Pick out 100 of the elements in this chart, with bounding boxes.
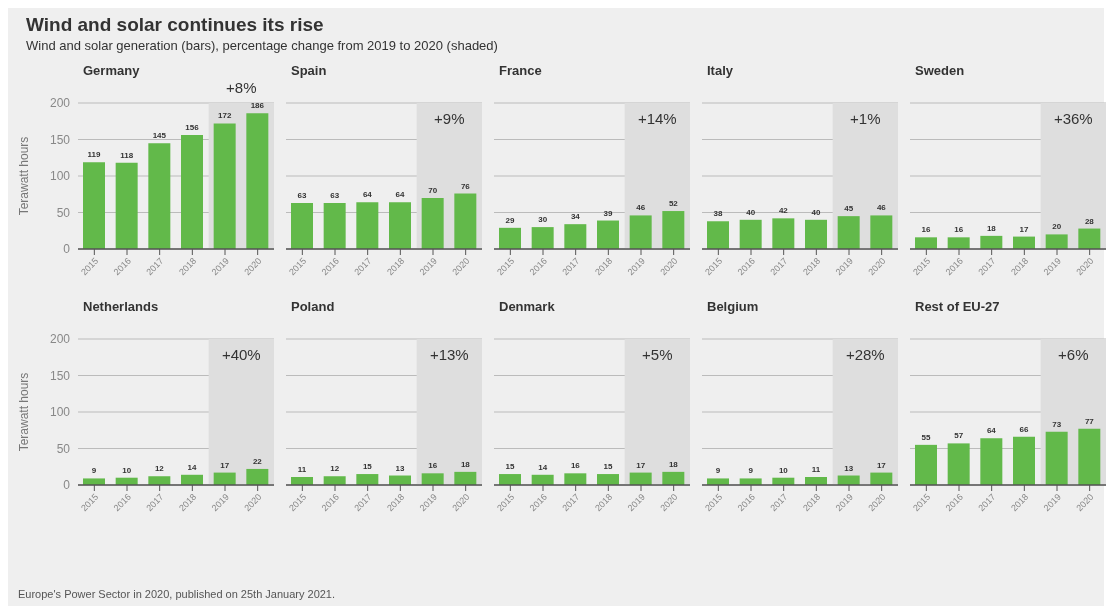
bar xyxy=(531,227,554,249)
chart-title: Netherlands xyxy=(83,299,160,316)
chart-title: Spain xyxy=(291,63,328,80)
data-label: 28 xyxy=(1084,216,1095,226)
data-label: 14 xyxy=(187,462,197,472)
y-tick-label: 0 xyxy=(63,478,71,493)
bar xyxy=(181,135,203,249)
band-label: +1% xyxy=(850,109,881,127)
band-label: +13% xyxy=(429,345,469,363)
band-label: +14% xyxy=(637,109,677,127)
chart-title: Poland xyxy=(291,299,336,316)
chart-title: Belgium xyxy=(707,299,760,316)
data-label: 119 xyxy=(87,150,101,160)
data-label: 16 xyxy=(570,461,581,471)
bar xyxy=(499,227,521,249)
data-label: 55 xyxy=(921,432,931,442)
bar xyxy=(1045,234,1068,249)
data-label: 15 xyxy=(505,462,515,472)
data-label: 17 xyxy=(876,460,887,470)
text: Europe's Power Sector in 2020, published on 25th January 2021. xyxy=(18,588,336,600)
data-label: 64 xyxy=(395,190,405,200)
data-label: 16 xyxy=(954,225,964,235)
data-label: 46 xyxy=(636,203,646,213)
data-label: 34 xyxy=(570,212,581,222)
chart-title: Germany xyxy=(83,63,140,78)
bar xyxy=(980,235,1003,249)
y-tick-label: 50 xyxy=(56,205,71,220)
bar xyxy=(597,220,619,249)
data-label: 17 xyxy=(220,460,230,470)
data-label: 17 xyxy=(1019,224,1029,234)
chart-title: Sweden xyxy=(915,63,966,80)
text: Wind and solar generation (bars), percentage change from 2019 to 2020 (shaded) xyxy=(26,38,499,53)
y-tick-label: 100 xyxy=(49,405,71,420)
data-label: 38 xyxy=(713,209,723,219)
data-label: 12 xyxy=(330,464,340,474)
data-label: 20 xyxy=(1052,222,1062,232)
data-label: 46 xyxy=(876,203,887,213)
data-label: 57 xyxy=(954,431,964,441)
data-label: 9 xyxy=(748,466,754,476)
data-label: 17 xyxy=(636,460,646,470)
data-label: 63 xyxy=(330,191,340,201)
data-label: 15 xyxy=(603,462,613,472)
data-label: 10 xyxy=(778,465,789,475)
bar xyxy=(1078,228,1101,249)
data-label: 9 xyxy=(715,466,721,476)
bar xyxy=(947,443,970,485)
data-label: 64 xyxy=(986,426,997,436)
data-label: 118 xyxy=(120,150,134,160)
bar xyxy=(947,237,970,249)
data-label: 18 xyxy=(668,459,679,469)
y-tick-label: 50 xyxy=(56,441,71,456)
data-label: 63 xyxy=(297,191,307,201)
bar xyxy=(1078,428,1101,485)
bar xyxy=(629,215,652,249)
y-tick-label: 200 xyxy=(49,332,71,347)
data-label: 16 xyxy=(428,461,438,471)
data-label: 40 xyxy=(746,207,756,217)
data-label: 15 xyxy=(362,462,373,472)
data-label: 39 xyxy=(603,208,613,218)
data-label: 73 xyxy=(1052,419,1062,429)
band-label: +8% xyxy=(226,79,257,96)
data-label: 18 xyxy=(460,459,471,469)
bar xyxy=(115,162,138,249)
data-label: 9 xyxy=(91,466,97,476)
data-label: 64 xyxy=(362,190,373,200)
y-axis-title: Terawatt hours xyxy=(17,136,32,216)
band-label: +36% xyxy=(1053,109,1093,127)
data-label: 172 xyxy=(217,111,232,121)
data-label: 30 xyxy=(538,215,548,225)
bar xyxy=(1045,431,1068,485)
y-tick-label: 200 xyxy=(49,96,71,111)
bar xyxy=(662,211,685,249)
band-label: +6% xyxy=(1058,345,1089,363)
data-label: 11 xyxy=(297,464,307,474)
band-label: +9% xyxy=(434,109,465,127)
data-label: 156 xyxy=(185,123,200,133)
band-label: +40% xyxy=(221,345,261,363)
chart-title: Italy xyxy=(707,63,734,80)
data-label: 18 xyxy=(986,223,997,233)
data-label: 66 xyxy=(1019,424,1029,434)
chart-title: France xyxy=(499,63,543,80)
data-label: 14 xyxy=(538,462,548,472)
bar xyxy=(564,224,587,249)
chart-title: Rest of EU-27 xyxy=(915,299,1001,316)
data-label: 70 xyxy=(428,185,438,195)
data-label: 186 xyxy=(250,101,265,111)
data-label: 12 xyxy=(154,464,165,474)
band-label: +28% xyxy=(845,345,885,363)
data-label: 76 xyxy=(460,181,471,191)
data-label: 40 xyxy=(811,207,821,217)
data-label: 10 xyxy=(122,465,132,475)
data-label: 77 xyxy=(1084,416,1095,426)
data-label: 45 xyxy=(844,204,854,214)
band-label: +5% xyxy=(642,345,673,363)
data-label: 29 xyxy=(505,215,515,225)
y-tick-label: 0 xyxy=(63,242,71,257)
data-label: 145 xyxy=(152,131,167,141)
data-label: 22 xyxy=(252,456,263,466)
data-label: 16 xyxy=(921,225,931,235)
chart-title: Denmark xyxy=(499,299,556,316)
